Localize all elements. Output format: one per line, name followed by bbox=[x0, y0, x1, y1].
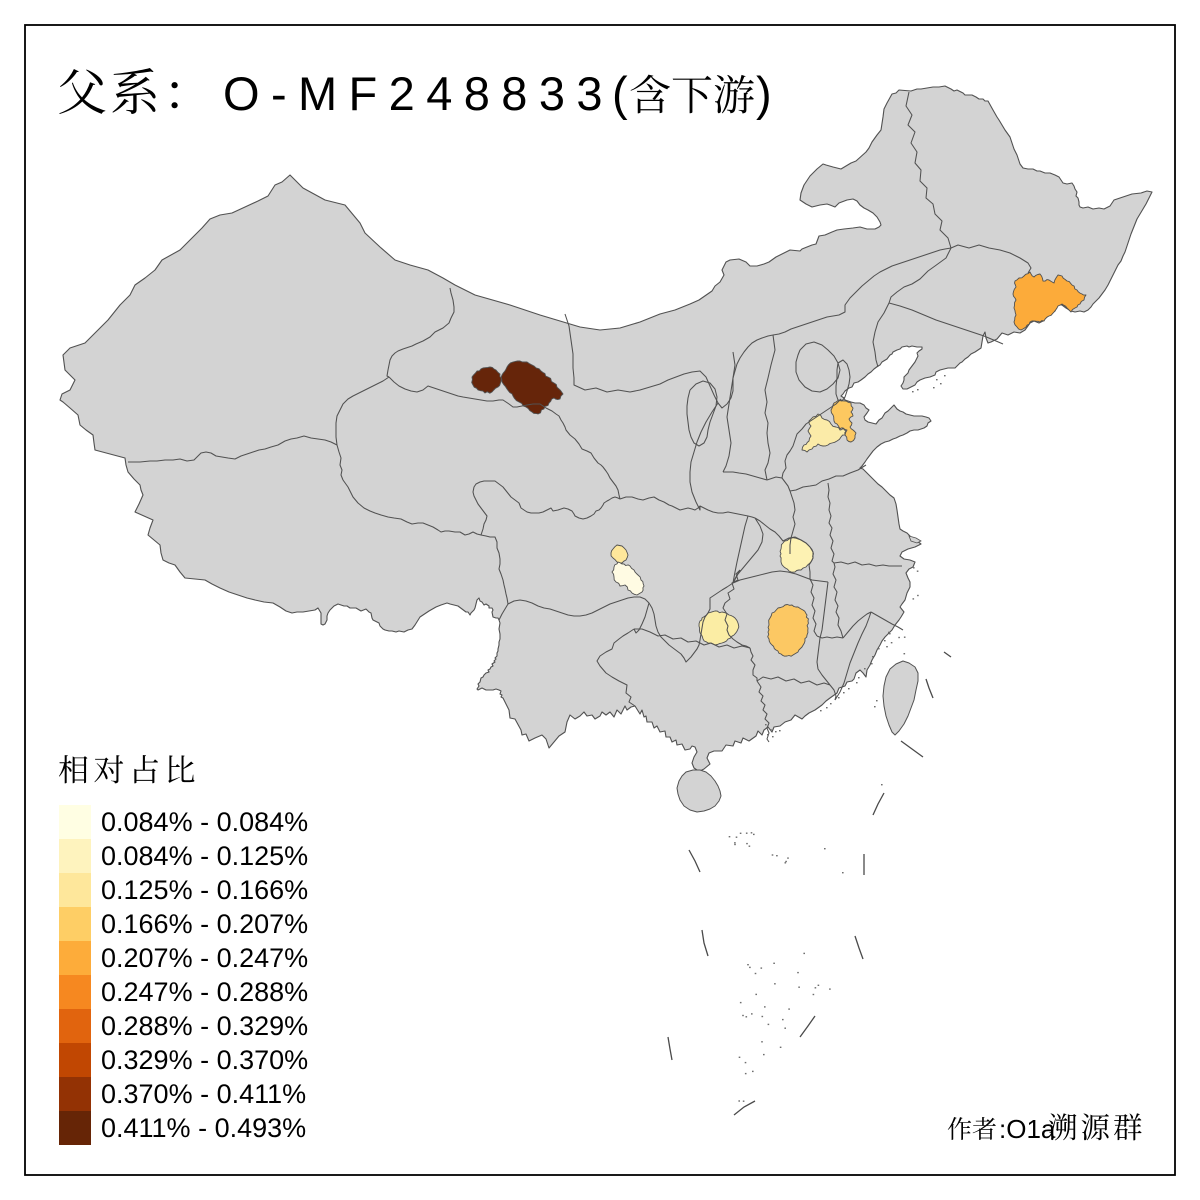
svg-text:): ) bbox=[756, 67, 772, 120]
svg-text:(: ( bbox=[612, 67, 628, 120]
svg-text:O-MF248833: O-MF248833 bbox=[223, 67, 614, 120]
svg-text:0.125% - 0.166%: 0.125% - 0.166% bbox=[101, 875, 308, 905]
svg-text:0.084% - 0.125%: 0.084% - 0.125% bbox=[101, 841, 308, 871]
svg-text:0.329% - 0.370%: 0.329% - 0.370% bbox=[101, 1045, 308, 1075]
svg-text::O1a: :O1a bbox=[999, 1114, 1056, 1144]
svg-text:0.288% - 0.329%: 0.288% - 0.329% bbox=[101, 1011, 308, 1041]
svg-text:0.411% - 0.493%: 0.411% - 0.493% bbox=[101, 1113, 306, 1143]
svg-text:0.247% - 0.288%: 0.247% - 0.288% bbox=[101, 977, 308, 1007]
svg-text:0.166% - 0.207%: 0.166% - 0.207% bbox=[101, 909, 308, 939]
svg-text:0.207% - 0.247%: 0.207% - 0.247% bbox=[101, 943, 308, 973]
svg-text:0.370% - 0.411%: 0.370% - 0.411% bbox=[101, 1079, 306, 1109]
svg-text:0.084% - 0.084%: 0.084% - 0.084% bbox=[101, 807, 308, 837]
